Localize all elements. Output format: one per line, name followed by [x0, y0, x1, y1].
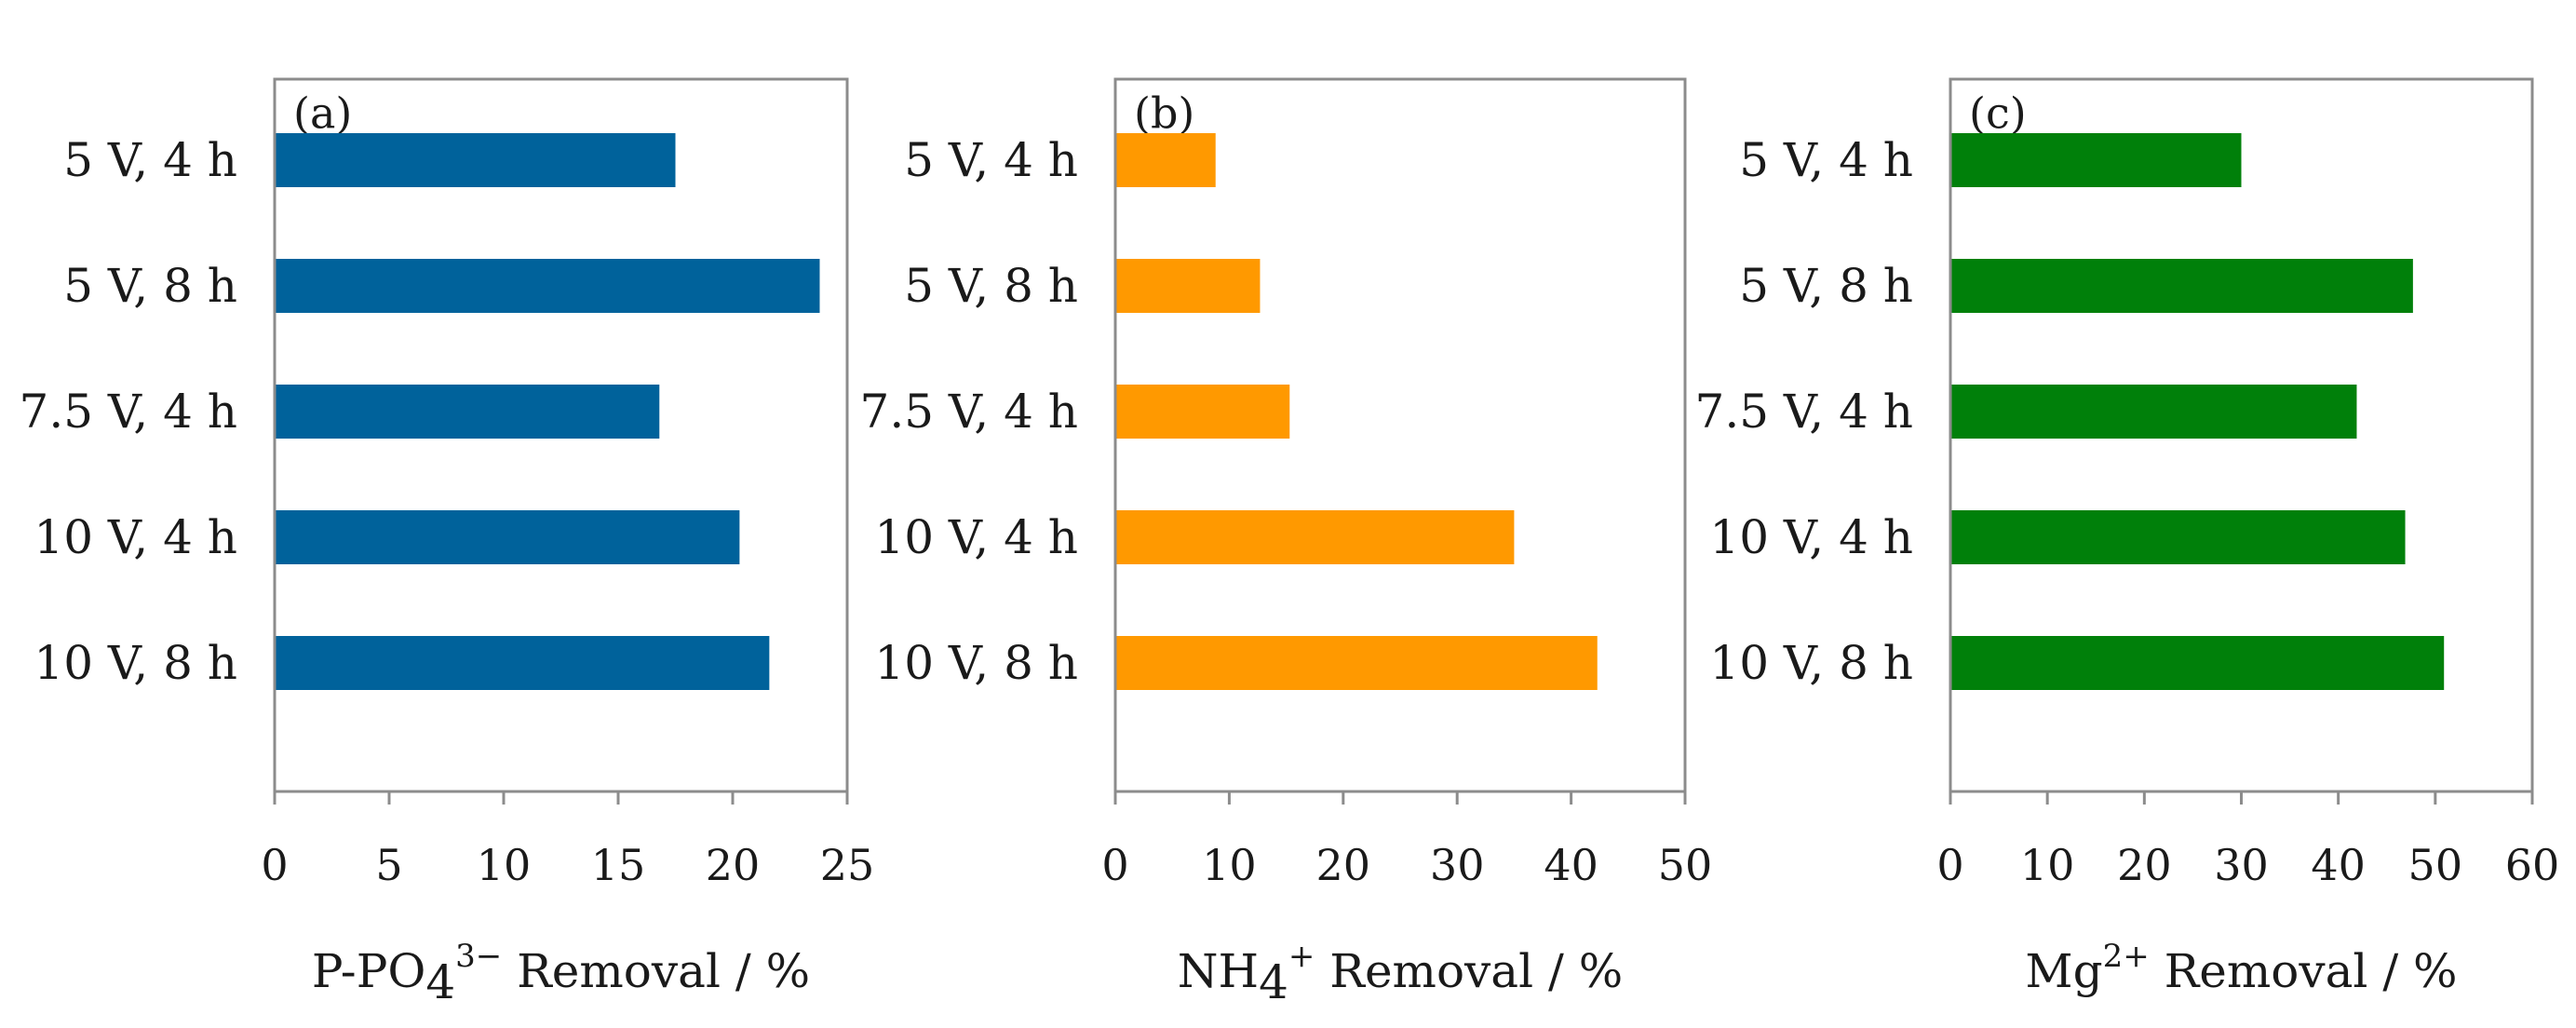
x-tick-label: 10	[1202, 840, 1257, 890]
x-axis-title: P-PO43− Removal / %	[312, 938, 810, 1009]
bar	[276, 636, 770, 690]
plot-frame	[273, 77, 849, 793]
category-label: 10 V, 4 h	[1709, 510, 1913, 564]
chart-panel-b: (b) 5 V, 4 h 5 V, 8 h 7.5 V, 4 h 10 V, 4 h 10…	[860, 77, 1713, 1009]
category-label: 7.5 V, 4 h	[860, 385, 1078, 439]
category-label: 5 V, 8 h	[904, 259, 1078, 313]
bar	[1951, 385, 2357, 439]
bar	[276, 133, 676, 187]
x-tick-label: 40	[1544, 840, 1598, 890]
plot-frame	[1113, 77, 1687, 793]
bar	[276, 510, 740, 564]
chart-panel-a: (a) 5 V, 4 h 5 V, 8 h 7.5 V, 4 h 10 V, 4 h 10…	[20, 77, 875, 1009]
category-label: 5 V, 8 h	[1739, 259, 1913, 313]
category-label: 10 V, 8 h	[874, 636, 1078, 690]
bar	[1116, 133, 1216, 187]
bar	[1116, 510, 1515, 564]
x-tick-label: 5	[375, 840, 402, 890]
x-tick-label: 30	[2214, 840, 2269, 890]
category-label: 10 V, 8 h	[34, 636, 237, 690]
category-label: 5 V, 4 h	[63, 133, 237, 187]
x-axis-title: Mg2+ Removal / %	[2025, 938, 2457, 998]
bar	[276, 259, 820, 313]
bar	[1951, 510, 2406, 564]
x-tick-label: 20	[706, 840, 761, 890]
x-tick-label: 50	[1658, 840, 1713, 890]
x-tick-label: 10	[2020, 840, 2075, 890]
category-label: 5 V, 4 h	[1739, 133, 1913, 187]
x-tick-label: 40	[2311, 840, 2366, 890]
x-tick-label: 20	[1316, 840, 1371, 890]
x-tick-label: 50	[2408, 840, 2463, 890]
x-tick-label: 0	[1936, 840, 1963, 890]
bar	[1951, 133, 2242, 187]
category-label: 10 V, 4 h	[874, 510, 1078, 564]
category-label: 7.5 V, 4 h	[1695, 385, 1913, 439]
x-tick-label: 20	[2117, 840, 2172, 890]
x-tick-label: 0	[1101, 840, 1128, 890]
bar	[1116, 385, 1290, 439]
category-label: 5 V, 4 h	[904, 133, 1078, 187]
bar	[1116, 259, 1261, 313]
x-tick-label: 25	[820, 840, 875, 890]
panel-label: (a)	[293, 88, 352, 139]
x-tick-label: 30	[1430, 840, 1485, 890]
bar	[1951, 259, 2413, 313]
category-label: 10 V, 8 h	[1709, 636, 1913, 690]
x-tick-label: 60	[2505, 840, 2560, 890]
bar	[1116, 636, 1598, 690]
x-tick-label: 15	[591, 840, 646, 890]
bar	[1951, 636, 2445, 690]
x-tick-label: 10	[477, 840, 532, 890]
chart-panel-c: (c) 5 V, 4 h 5 V, 8 h 7.5 V, 4 h 10 V, 4 h 10…	[1695, 77, 2560, 998]
category-label: 5 V, 8 h	[63, 259, 237, 313]
category-label: 7.5 V, 4 h	[20, 385, 237, 439]
x-tick-label: 0	[261, 840, 288, 890]
panel-label: (c)	[1969, 88, 2027, 139]
category-label: 10 V, 4 h	[34, 510, 237, 564]
panel-label: (b)	[1134, 88, 1194, 139]
x-axis-title: NH4+ Removal / %	[1178, 938, 1624, 1009]
bar	[276, 385, 660, 439]
